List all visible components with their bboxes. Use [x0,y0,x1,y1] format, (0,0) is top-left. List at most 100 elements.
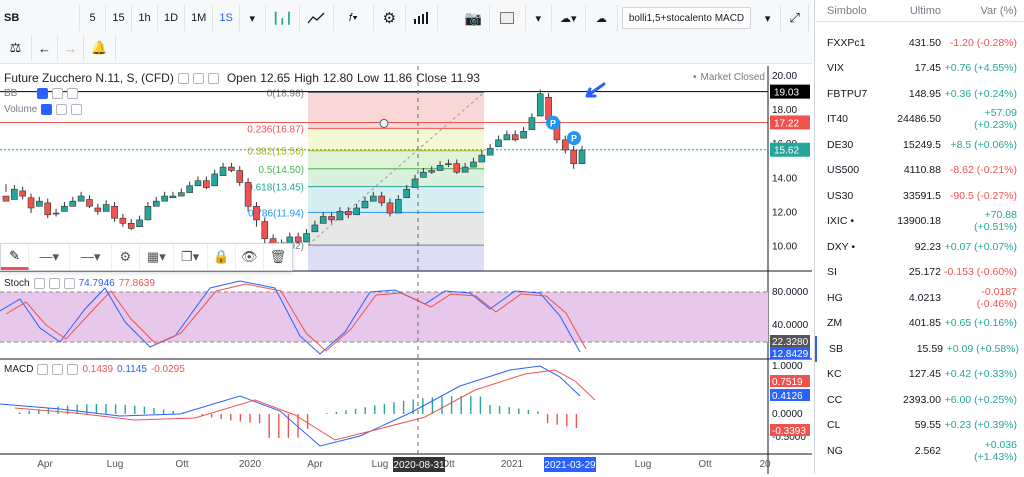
fib-level-label: 0.382(15.56) [247,147,304,158]
volume-settings-icon[interactable] [56,104,68,115]
camera-snapshot-icon[interactable]: 📷 [458,5,490,31]
candle-body [236,170,244,183]
symbol-search[interactable]: SB [0,5,80,31]
watchlist-row[interactable]: US500 4110.88 -8.62 (-0.21%) [815,158,1024,184]
candle-body [461,166,469,173]
watchlist-row[interactable]: VIX 17.45 +0.76 (+4.55%) [815,56,1024,82]
chart-area[interactable]: 0(18.98) 0.236(16.87) 0.382(15.56) 0.5(14.5… [0,66,812,474]
time-tick-label: Lug [635,459,652,470]
study-template-select[interactable]: bolli1,5+stocalento MACD [621,7,752,29]
row-last: 431.50 [908,36,941,49]
macd-close-icon[interactable] [67,364,79,375]
watchlist-row[interactable]: HG 4.0213 -0.0187 (-0.46%) [815,285,1024,311]
legend-settings-icon[interactable] [192,72,204,84]
chart-svg[interactable]: 0(18.98) 0.236(16.87) 0.382(15.56) 0.5(14.5… [0,66,812,474]
interval-1m[interactable]: 1M [185,5,214,31]
layout-icon[interactable] [490,5,526,31]
watchlist-row[interactable]: DXY • 92.23 +0.07 (+0.07%) [815,234,1024,260]
watchlist-row[interactable]: FBTPU7 148.95 +0.36 (+0.24%) [815,81,1024,107]
watchlist-row[interactable]: NG 2.562 +0.036 (+1.43%) [815,438,1024,464]
col-last[interactable]: Ultimo [909,4,941,17]
cloud-save-icon[interactable]: ☁ [586,5,618,31]
watchlist-row[interactable]: CC 2393.00 +6.00 (+0.25%) [815,387,1024,413]
interval-15[interactable]: 15 [106,5,132,31]
watchlist-row[interactable]: SB 15.59 +0.09 (+0.58%) [815,336,1024,362]
compare-bars-icon[interactable] [406,5,438,31]
legend-close-icon[interactable] [207,72,219,84]
volume-close-icon[interactable] [71,104,83,115]
price-badge [770,142,810,157]
add-alert-icon[interactable]: 🔔 [84,35,116,61]
settings-gear-icon[interactable]: ⚙ [374,5,406,31]
fib-band [308,128,484,151]
candle-body [27,197,35,209]
watchlist-row[interactable]: CL 59.55 +0.23 (+0.39%) [815,413,1024,439]
clone-icon[interactable]: ❐▾ [174,244,208,270]
price-tick-label: 12.00 [772,207,797,218]
layout-dropdown-icon[interactable]: ▾ [526,5,552,31]
candle-body [420,171,427,178]
row-change: -0.0187 (-0.46%) [976,285,1017,310]
trash-icon[interactable]: 🗑 [269,249,287,264]
stoch-settings-icon[interactable] [48,278,60,289]
fill-icon[interactable]: ▦▾ [140,244,174,270]
interval-5[interactable]: 5 [80,5,106,31]
stoch-badge-label: 12.8429 [772,349,809,360]
candle-body [503,134,511,141]
macd-eye-icon[interactable] [37,364,49,375]
pencil-icon[interactable]: ✎ [1,244,30,270]
scale-balance-icon[interactable]: ⚖ [0,35,32,61]
row-symbol: CC [827,393,843,406]
watchlist-row[interactable]: IXIC • 13900.18 +70.88 (+0.51%) [815,209,1024,235]
col-change[interactable]: Var (%) [980,4,1017,17]
stoch-badge-label: 22.3280 [772,337,809,348]
cloud-load-icon[interactable]: ☁▾ [552,5,586,31]
row-last: 33591.5 [903,189,941,202]
row-last: 401.85 [908,317,941,330]
stoch-eye-icon[interactable] [33,278,45,289]
watchlist-row[interactable]: SI 25.172 -0.153 (-0.60%) [815,260,1024,286]
bb-settings-icon[interactable] [52,88,64,99]
line-style-icon[interactable]: —▾ [29,244,71,270]
candles-chart-type-icon[interactable]: ┃╻┃ [266,5,300,31]
line-width-icon[interactable]: —▾ [70,244,112,270]
macd-settings-icon[interactable] [52,364,64,375]
col-symbol[interactable]: Simbolo [827,4,867,17]
undo-icon[interactable]: ← [32,35,58,61]
watchlist-row[interactable]: US30 33591.5 -90.5 (-0.27%) [815,183,1024,209]
fullscreen-icon[interactable]: ⤢ [781,5,810,31]
row-symbol: SB [829,342,844,355]
toolbar-row-1: SB 5 15 1h 1D 1M 1S ▾ ┃╻┃ 𝑓▾ ⚙ 📷 ▾ ☁▾ ☁ … [0,3,810,33]
interval-1h[interactable]: 1h [132,5,158,31]
legend-eye-icon[interactable] [177,72,189,84]
interval-dropdown-icon[interactable]: ▾ [240,5,266,31]
row-last: 2.562 [914,444,941,457]
candle-body [36,200,43,207]
interval-1d[interactable]: 1D [158,5,186,31]
lock-icon[interactable]: 🔒 [208,244,236,270]
area-chart-icon[interactable] [300,5,334,31]
redo-icon[interactable]: → [58,35,84,61]
study-template-dropdown-icon[interactable]: ▾ [755,5,782,31]
bb-close-icon[interactable] [67,88,79,99]
watchlist-row[interactable]: DE30 15249.5 +8.5 (+0.06%) [815,132,1024,158]
volume-eye-icon[interactable] [41,104,53,115]
eye-icon[interactable]: 👁 [236,244,264,270]
watchlist-row[interactable]: ZM 401.85 +0.65 (+0.16%) [815,311,1024,337]
watchlist-row[interactable]: IT40 24486.50 +57.09 (+0.23%) [815,107,1024,133]
candle-body [336,211,344,221]
macd-badge [770,389,810,401]
low-value: 11.86 [382,71,413,85]
stoch-close-icon[interactable] [63,278,75,289]
watchlist-row[interactable]: FXXPc1 431.50 -1.20 (-0.28%) [815,30,1024,56]
row-change: +0.36 (+0.24%) [944,87,1017,100]
interval-1s[interactable]: 1S [213,5,240,31]
cursor-date-badge [393,457,445,472]
price-tick-label: 10.00 [772,241,797,252]
bb-eye-icon[interactable] [37,88,49,99]
watchlist-row[interactable]: KC 127.45 +0.42 (+0.33%) [815,362,1024,388]
candle-body [536,93,544,117]
indicators-icon[interactable]: 𝑓▾ [334,5,374,31]
row-last: 92.23 [914,240,941,253]
settings-icon[interactable]: ⚙ [112,244,140,270]
